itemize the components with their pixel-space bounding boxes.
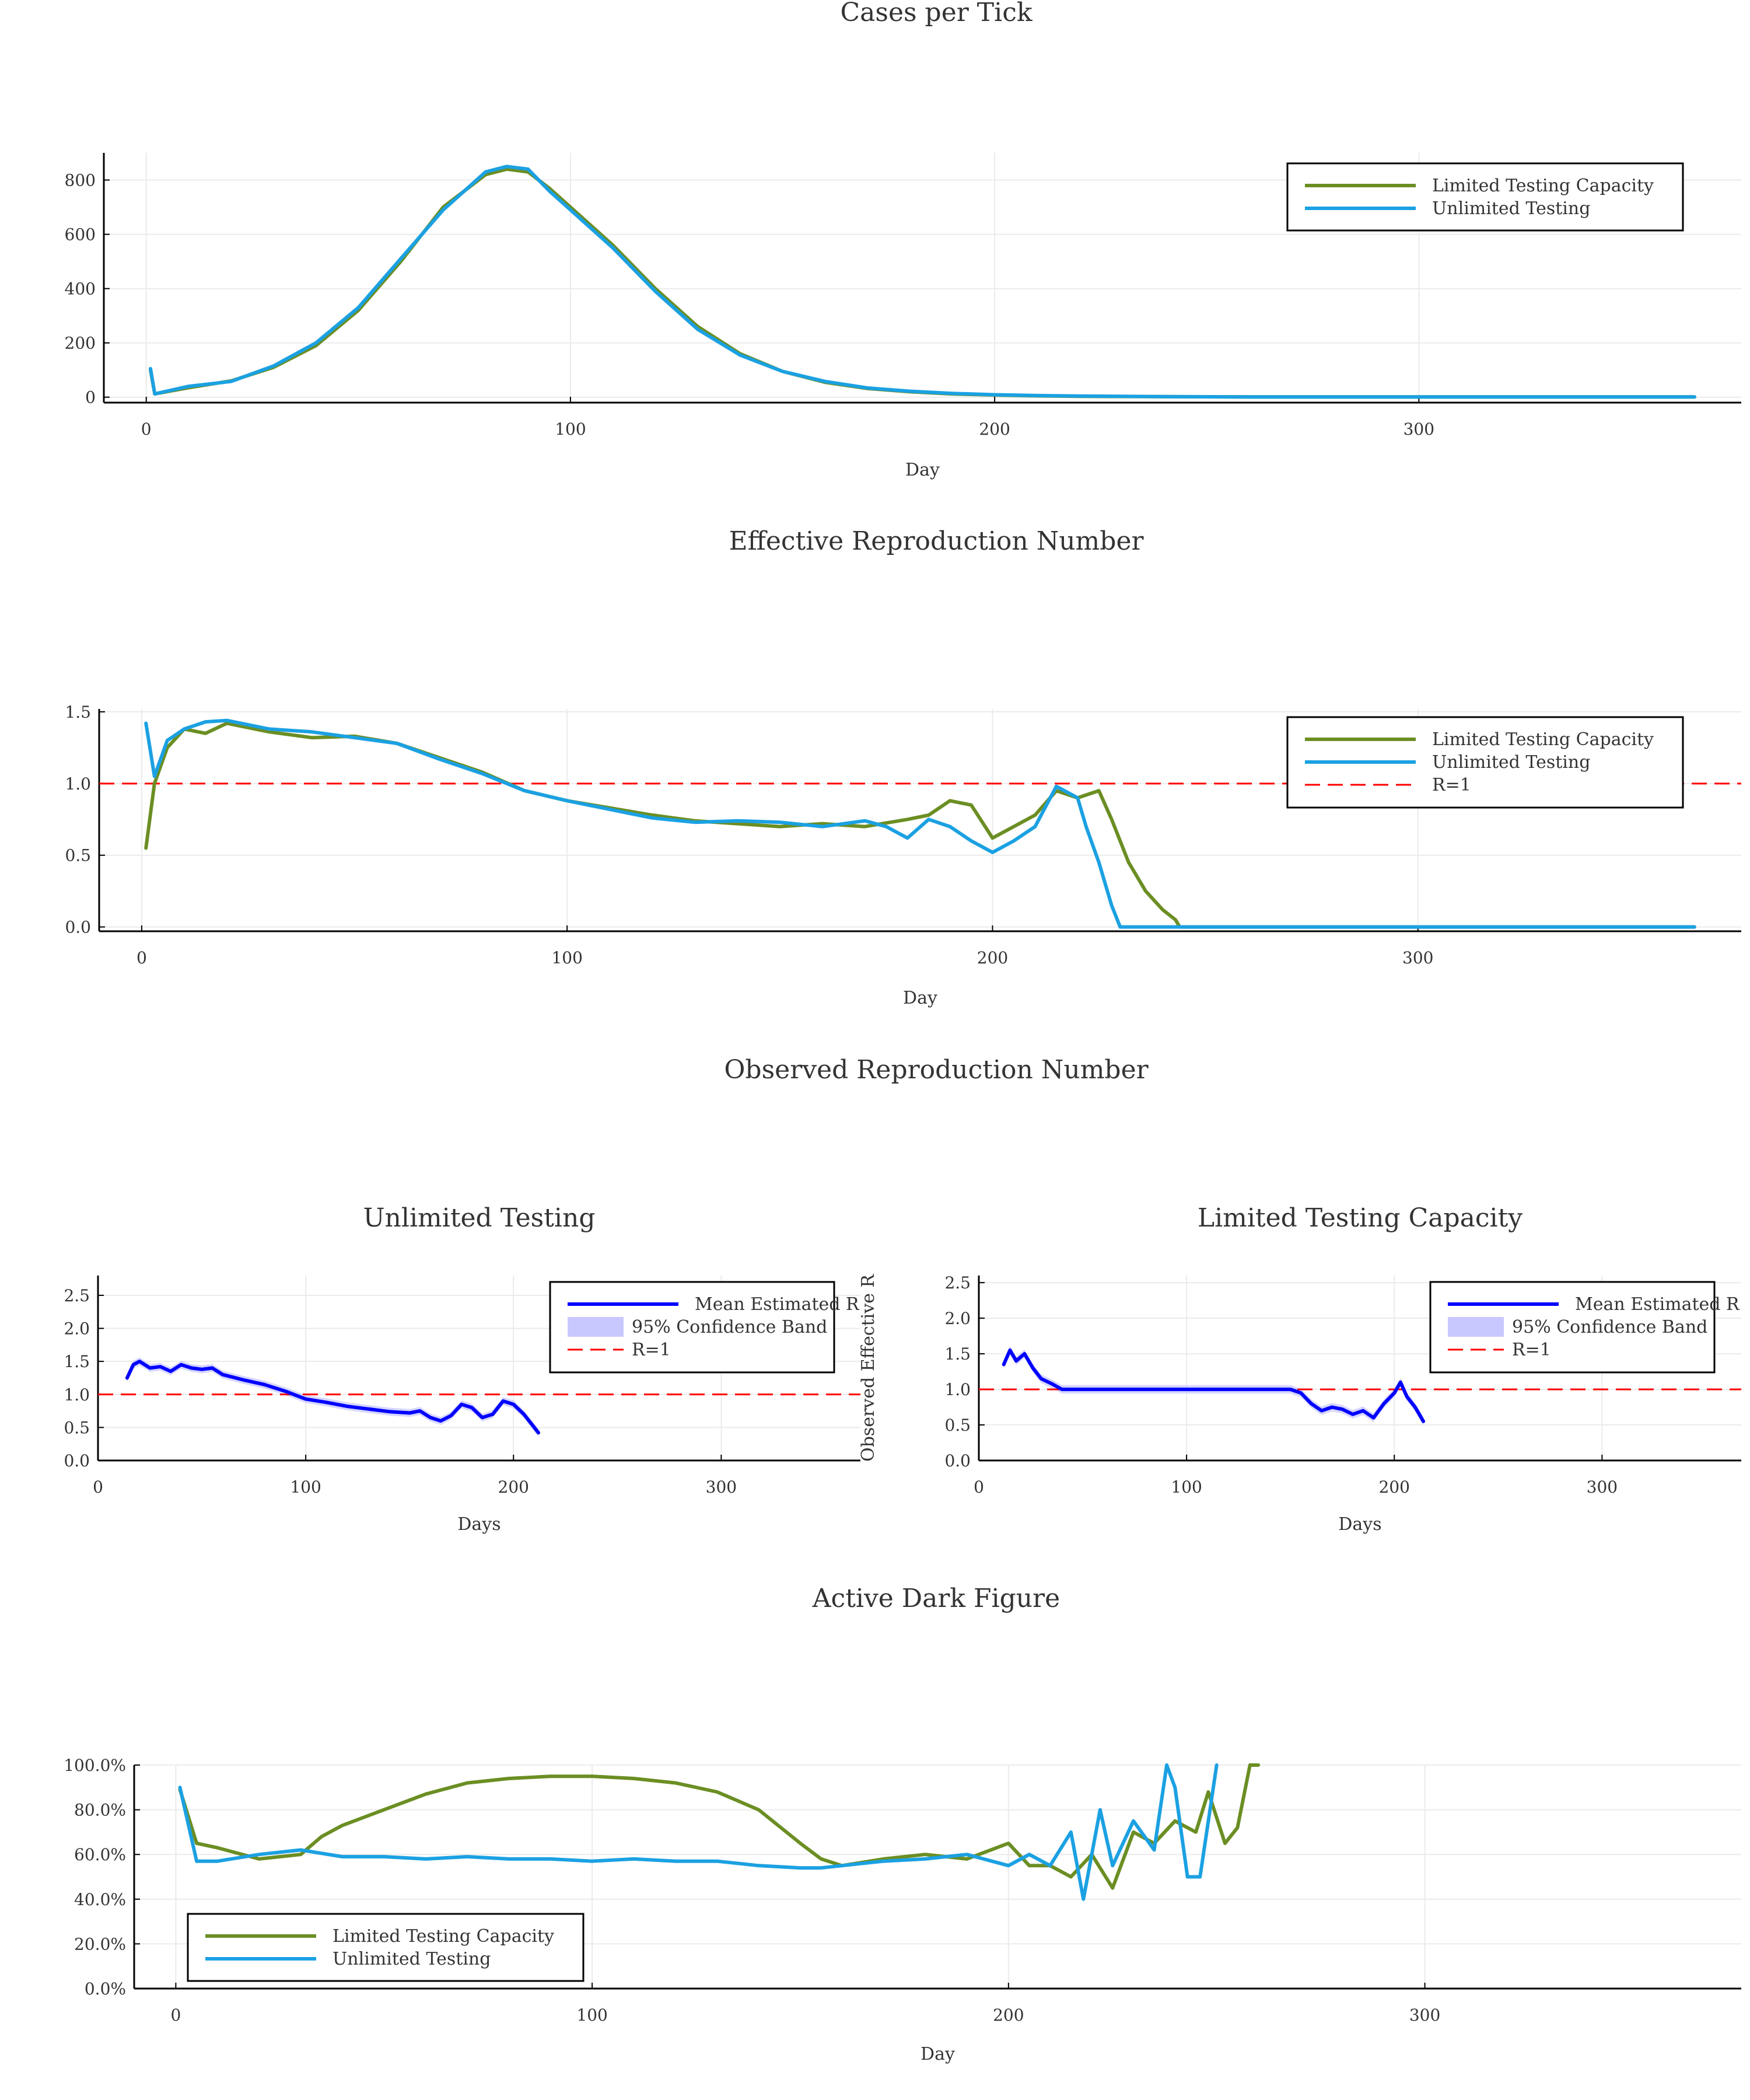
legend-label: R=1 <box>1512 1340 1551 1360</box>
x-tick-label: 0 <box>974 1477 984 1497</box>
observed_limited-series-0-line <box>1002 1348 1426 1423</box>
x-tick-label: 100 <box>1171 1477 1202 1497</box>
legend-label: R=1 <box>1432 775 1471 795</box>
observed_limited-ylabel: Observed Effective R <box>858 1274 878 1462</box>
y-tick-label: 1.0 <box>64 1385 90 1404</box>
y-tick-label: 0.5 <box>65 846 91 865</box>
observed_unlimited-confidence-band <box>127 1357 538 1437</box>
legend-swatch-band <box>1448 1317 1504 1337</box>
y-tick-label: 1.5 <box>64 1352 90 1371</box>
cases-plot: 0 100 200 300 0 200 400 600 800 Day Limited Testin… <box>65 153 1741 480</box>
y-tick-label: 2.0 <box>944 1309 971 1328</box>
dark_figure-xlabel: Day <box>921 2044 955 2064</box>
legend-label: Mean Estimated R <box>1575 1294 1740 1315</box>
legend-box <box>187 1913 584 1982</box>
observed_limited-subtitle: Limited Testing Capacity <box>1198 1203 1522 1233</box>
legend-label: Limited Testing Capacity <box>1432 729 1654 750</box>
x-tick-label: 200 <box>1379 1477 1410 1497</box>
x-tick-label: 300 <box>1402 948 1433 967</box>
observed_limited-xlabel: Days <box>1338 1514 1381 1535</box>
y-tick-label: 80.0% <box>74 1801 126 1820</box>
y-tick-label: 1.0 <box>944 1380 971 1399</box>
legend-label: Unlimited Testing <box>1432 198 1590 219</box>
y-tick-label: 0.0 <box>64 1451 90 1470</box>
legend-label: 95% Confidence Band <box>632 1317 827 1337</box>
observed_unlimited-subtitle: Unlimited Testing <box>363 1203 595 1233</box>
y-tick-label: 0.5 <box>944 1416 971 1435</box>
y-tick-label: 0 <box>85 388 96 407</box>
legend-label: Limited Testing Capacity <box>332 1926 554 1947</box>
dark-figure-title: Active Dark Figure <box>812 1584 1060 1613</box>
effective-plot: 0 100 200 300 0.0 0.5 1.0 1.5 Day Limited Testing… <box>65 703 1741 1008</box>
x-tick-label: 200 <box>979 420 1010 439</box>
y-tick-label: 40.0% <box>74 1890 126 1909</box>
observed-title: Observed Reproduction Number <box>724 1055 1149 1085</box>
y-tick-label: 2.5 <box>64 1286 90 1305</box>
y-tick-label: 0.0 <box>944 1451 971 1470</box>
effective-series-1-line <box>144 718 1696 929</box>
x-tick-label: 100 <box>576 2005 607 2025</box>
effective-xlabel: Day <box>903 988 937 1008</box>
y-tick-label: 0.5 <box>64 1418 90 1437</box>
observed_unlimited-legend: Mean Estimated R95% Confidence Band R=1 <box>549 1281 860 1374</box>
x-tick-label: 300 <box>1404 420 1434 439</box>
y-tick-label: 1.5 <box>944 1344 971 1364</box>
observed-limited-plot: Limited Testing Capacity 0 100 200 300 0.0 0.5… <box>858 1203 1741 1535</box>
cases-series-1-line <box>149 165 1696 399</box>
x-tick-label: 300 <box>1587 1477 1618 1497</box>
legend-label: Mean Estimated R <box>695 1294 860 1315</box>
legend-label: Unlimited Testing <box>332 1949 491 1969</box>
cases-title: Cases per Tick <box>840 0 1032 27</box>
y-tick-label: 1.5 <box>65 703 91 722</box>
y-tick-label: 1.0 <box>65 774 91 794</box>
x-tick-label: 100 <box>555 420 586 439</box>
dark_figure-series-0-line <box>178 1763 1261 1890</box>
effective-title: Effective Reproduction Number <box>729 526 1144 556</box>
y-tick-label: 800 <box>65 171 96 190</box>
y-tick-label: 400 <box>65 279 96 299</box>
x-tick-label: 100 <box>551 948 582 967</box>
legend-label: R=1 <box>632 1340 671 1360</box>
y-tick-label: 100.0% <box>64 1756 126 1775</box>
y-tick-label: 20.0% <box>74 1934 126 1954</box>
y-tick-label: 2.5 <box>944 1273 971 1292</box>
observed-unlimited-plot: Unlimited Testing 0 100 200 300 0.0 0.5 1.0 1.5 2… <box>64 1203 860 1535</box>
y-tick-label: 0.0 <box>65 918 91 937</box>
x-tick-label: 100 <box>290 1477 321 1497</box>
legend-label: Limited Testing Capacity <box>1432 176 1654 196</box>
x-tick-label: 300 <box>1409 2005 1440 2025</box>
dark-figure-plot: 0 100 200 300 0.0% 20.0% 40.0% 60.0% 80.0% 100.0%… <box>64 1756 1741 2064</box>
legend-swatch-band <box>568 1317 624 1337</box>
cases-xlabel: Day <box>905 460 940 480</box>
y-tick-label: 0.0% <box>85 1979 126 1998</box>
observed_unlimited-series-0-line <box>125 1360 540 1435</box>
x-tick-label: 200 <box>993 2005 1024 2025</box>
y-tick-label: 2.0 <box>64 1319 90 1339</box>
y-tick-label: 200 <box>65 334 96 353</box>
x-tick-label: 200 <box>498 1477 529 1497</box>
y-tick-label: 600 <box>65 225 96 244</box>
legend-label: 95% Confidence Band <box>1512 1317 1707 1337</box>
x-tick-label: 300 <box>706 1477 737 1497</box>
y-tick-label: 60.0% <box>74 1845 126 1864</box>
observed_limited-confidence-band <box>1003 1346 1424 1426</box>
dark_figure-series-1-line <box>178 1763 1219 1901</box>
x-tick-label: 0 <box>93 1477 103 1497</box>
observed_unlimited-xlabel: Days <box>457 1514 501 1535</box>
x-tick-label: 0 <box>170 2005 181 2025</box>
x-tick-label: 0 <box>136 948 147 967</box>
observed_limited-legend: Mean Estimated R95% Confidence Band R=1 <box>1429 1281 1740 1374</box>
legend-label: Unlimited Testing <box>1432 752 1590 773</box>
x-tick-label: 0 <box>141 420 152 439</box>
x-tick-label: 200 <box>977 948 1008 967</box>
legend-box <box>1286 162 1684 232</box>
